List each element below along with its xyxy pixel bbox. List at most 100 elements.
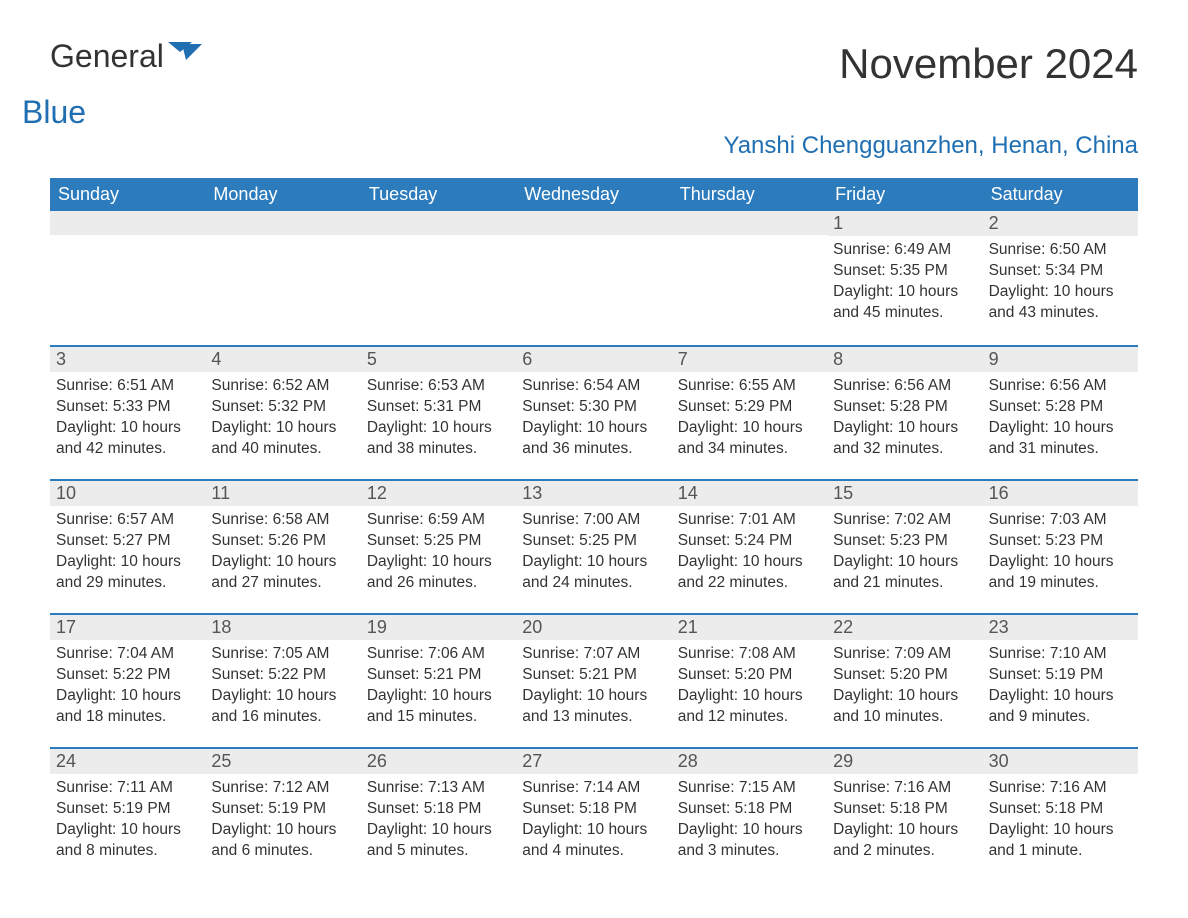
day-cell: 17Sunrise: 7:04 AMSunset: 5:22 PMDayligh… (50, 615, 205, 747)
calendar-week: 17Sunrise: 7:04 AMSunset: 5:22 PMDayligh… (50, 613, 1138, 747)
sunrise-text: Sunrise: 7:02 AM (833, 510, 976, 531)
daylight-text: Daylight: 10 hours and 16 minutes. (211, 686, 354, 728)
day-number-bar: 25 (205, 749, 360, 774)
day-number-bar (50, 211, 205, 235)
day-cell: 2Sunrise: 6:50 AMSunset: 5:34 PMDaylight… (983, 211, 1138, 345)
calendar-week: 24Sunrise: 7:11 AMSunset: 5:19 PMDayligh… (50, 747, 1138, 881)
logo-word1: General (50, 38, 164, 74)
daylight-text: Daylight: 10 hours and 24 minutes. (522, 552, 665, 594)
day-details: Sunrise: 7:15 AMSunset: 5:18 PMDaylight:… (672, 774, 827, 866)
day-cell: 7Sunrise: 6:55 AMSunset: 5:29 PMDaylight… (672, 347, 827, 479)
daylight-text: Daylight: 10 hours and 19 minutes. (989, 552, 1132, 594)
day-cell: 25Sunrise: 7:12 AMSunset: 5:19 PMDayligh… (205, 749, 360, 881)
calendar-week: 1Sunrise: 6:49 AMSunset: 5:35 PMDaylight… (50, 211, 1138, 345)
day-cell: 29Sunrise: 7:16 AMSunset: 5:18 PMDayligh… (827, 749, 982, 881)
sunset-text: Sunset: 5:18 PM (989, 799, 1132, 820)
day-cell: 9Sunrise: 6:56 AMSunset: 5:28 PMDaylight… (983, 347, 1138, 479)
day-number-bar (205, 211, 360, 235)
dow-cell: Friday (827, 178, 982, 211)
daylight-text: Daylight: 10 hours and 34 minutes. (678, 418, 821, 460)
daylight-text: Daylight: 10 hours and 32 minutes. (833, 418, 976, 460)
sunrise-text: Sunrise: 6:55 AM (678, 376, 821, 397)
empty-day-cell (672, 211, 827, 345)
day-number-bar: 10 (50, 481, 205, 506)
day-details: Sunrise: 7:16 AMSunset: 5:18 PMDaylight:… (983, 774, 1138, 866)
sunset-text: Sunset: 5:22 PM (56, 665, 199, 686)
day-cell: 19Sunrise: 7:06 AMSunset: 5:21 PMDayligh… (361, 615, 516, 747)
day-cell: 14Sunrise: 7:01 AMSunset: 5:24 PMDayligh… (672, 481, 827, 613)
day-details: Sunrise: 6:51 AMSunset: 5:33 PMDaylight:… (50, 372, 205, 464)
day-details: Sunrise: 6:58 AMSunset: 5:26 PMDaylight:… (205, 506, 360, 598)
day-number-bar: 19 (361, 615, 516, 640)
sunset-text: Sunset: 5:31 PM (367, 397, 510, 418)
day-cell: 22Sunrise: 7:09 AMSunset: 5:20 PMDayligh… (827, 615, 982, 747)
daylight-text: Daylight: 10 hours and 4 minutes. (522, 820, 665, 862)
sunrise-text: Sunrise: 6:59 AM (367, 510, 510, 531)
day-details: Sunrise: 7:14 AMSunset: 5:18 PMDaylight:… (516, 774, 671, 866)
sunset-text: Sunset: 5:26 PM (211, 531, 354, 552)
daylight-text: Daylight: 10 hours and 27 minutes. (211, 552, 354, 594)
day-number-bar: 12 (361, 481, 516, 506)
day-cell: 3Sunrise: 6:51 AMSunset: 5:33 PMDaylight… (50, 347, 205, 479)
day-details: Sunrise: 7:07 AMSunset: 5:21 PMDaylight:… (516, 640, 671, 732)
day-details: Sunrise: 7:16 AMSunset: 5:18 PMDaylight:… (827, 774, 982, 866)
sunrise-text: Sunrise: 7:06 AM (367, 644, 510, 665)
sunset-text: Sunset: 5:33 PM (56, 397, 199, 418)
dow-cell: Tuesday (361, 178, 516, 211)
daylight-text: Daylight: 10 hours and 9 minutes. (989, 686, 1132, 728)
day-number-bar: 9 (983, 347, 1138, 372)
daylight-text: Daylight: 10 hours and 15 minutes. (367, 686, 510, 728)
page-title: November 2024 (839, 40, 1138, 88)
day-number-bar: 30 (983, 749, 1138, 774)
day-details: Sunrise: 6:49 AMSunset: 5:35 PMDaylight:… (827, 236, 982, 328)
daylight-text: Daylight: 10 hours and 26 minutes. (367, 552, 510, 594)
daylight-text: Daylight: 10 hours and 10 minutes. (833, 686, 976, 728)
daylight-text: Daylight: 10 hours and 43 minutes. (989, 282, 1132, 324)
day-number-bar: 11 (205, 481, 360, 506)
sunrise-text: Sunrise: 7:04 AM (56, 644, 199, 665)
day-number-bar: 6 (516, 347, 671, 372)
daylight-text: Daylight: 10 hours and 21 minutes. (833, 552, 976, 594)
dow-cell: Sunday (50, 178, 205, 211)
day-number-bar: 16 (983, 481, 1138, 506)
day-details: Sunrise: 7:11 AMSunset: 5:19 PMDaylight:… (50, 774, 205, 866)
sunrise-text: Sunrise: 7:11 AM (56, 778, 199, 799)
sunset-text: Sunset: 5:20 PM (833, 665, 976, 686)
sunrise-text: Sunrise: 6:50 AM (989, 240, 1132, 261)
sunset-text: Sunset: 5:21 PM (522, 665, 665, 686)
day-number-bar: 27 (516, 749, 671, 774)
daylight-text: Daylight: 10 hours and 8 minutes. (56, 820, 199, 862)
day-cell: 12Sunrise: 6:59 AMSunset: 5:25 PMDayligh… (361, 481, 516, 613)
day-number-bar: 20 (516, 615, 671, 640)
day-cell: 20Sunrise: 7:07 AMSunset: 5:21 PMDayligh… (516, 615, 671, 747)
sunrise-text: Sunrise: 7:10 AM (989, 644, 1132, 665)
sunrise-text: Sunrise: 6:56 AM (833, 376, 976, 397)
daylight-text: Daylight: 10 hours and 29 minutes. (56, 552, 199, 594)
calendar-week: 10Sunrise: 6:57 AMSunset: 5:27 PMDayligh… (50, 479, 1138, 613)
day-details: Sunrise: 6:56 AMSunset: 5:28 PMDaylight:… (983, 372, 1138, 464)
daylight-text: Daylight: 10 hours and 38 minutes. (367, 418, 510, 460)
day-details: Sunrise: 7:02 AMSunset: 5:23 PMDaylight:… (827, 506, 982, 598)
daylight-text: Daylight: 10 hours and 6 minutes. (211, 820, 354, 862)
day-number-bar: 21 (672, 615, 827, 640)
day-number-bar: 8 (827, 347, 982, 372)
day-details: Sunrise: 6:50 AMSunset: 5:34 PMDaylight:… (983, 236, 1138, 328)
calendar: SundayMondayTuesdayWednesdayThursdayFrid… (50, 178, 1138, 881)
sunset-text: Sunset: 5:20 PM (678, 665, 821, 686)
sunrise-text: Sunrise: 7:16 AM (989, 778, 1132, 799)
day-details: Sunrise: 6:54 AMSunset: 5:30 PMDaylight:… (516, 372, 671, 464)
sunrise-text: Sunrise: 6:49 AM (833, 240, 976, 261)
sunset-text: Sunset: 5:34 PM (989, 261, 1132, 282)
daylight-text: Daylight: 10 hours and 18 minutes. (56, 686, 199, 728)
sunrise-text: Sunrise: 7:05 AM (211, 644, 354, 665)
location-subtitle: Yanshi Chengguanzhen, Henan, China (50, 132, 1138, 160)
sunrise-text: Sunrise: 7:13 AM (367, 778, 510, 799)
sunset-text: Sunset: 5:28 PM (833, 397, 976, 418)
logo-flag-icon (168, 42, 202, 69)
sunrise-text: Sunrise: 7:09 AM (833, 644, 976, 665)
logo: General Blue (50, 40, 202, 128)
day-details: Sunrise: 7:08 AMSunset: 5:20 PMDaylight:… (672, 640, 827, 732)
sunrise-text: Sunrise: 7:08 AM (678, 644, 821, 665)
sunset-text: Sunset: 5:18 PM (833, 799, 976, 820)
daylight-text: Daylight: 10 hours and 2 minutes. (833, 820, 976, 862)
